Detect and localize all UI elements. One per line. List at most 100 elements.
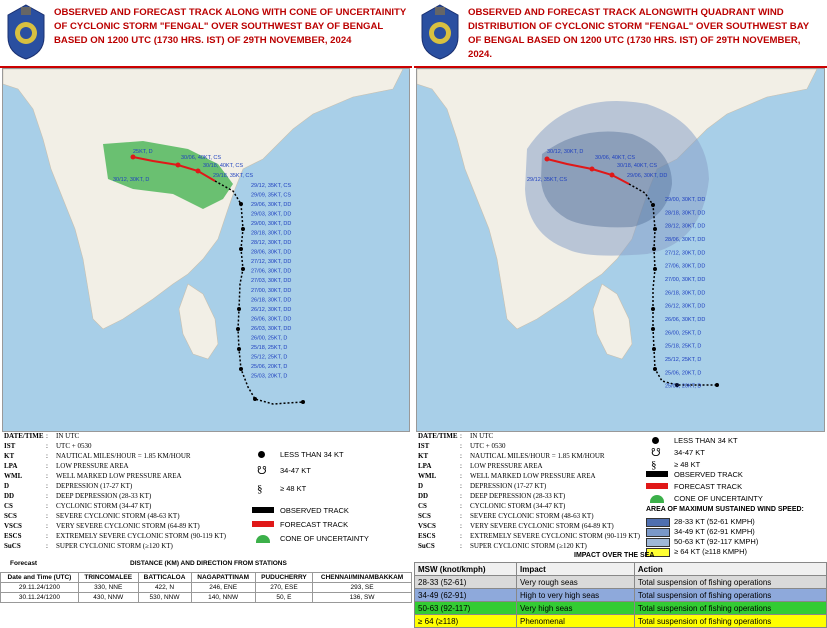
cone-swatch xyxy=(650,495,664,503)
abbr-value: VERY SEVERE CYCLONIC STORM (64-89 KT) xyxy=(470,522,614,530)
track-point-label: 25KT, D xyxy=(133,149,153,155)
impact-row: 50-63 (92-117) Very high seas Total suspen… xyxy=(414,601,827,615)
track-point-label: 25/18, 25KT, D xyxy=(251,345,287,351)
legend-symbol-label: 34-47 KT xyxy=(674,448,705,457)
table-cell: 50, E xyxy=(254,592,314,603)
track-point-label: 30/06, 40KT, CS xyxy=(181,155,221,161)
cyclone-symbol-icon: § xyxy=(257,483,263,495)
track-point-label: 28/06, 30KT, DD xyxy=(251,250,291,256)
impact-table: MSW (knot/kmph) Impact Action 28-33 (52-… xyxy=(414,562,827,628)
abbr-value: CYCLONIC STORM (34-47 KT) xyxy=(470,502,566,510)
abbr-key: LPA xyxy=(4,462,18,470)
track-point-label: 28/18, 30KT, DD xyxy=(665,210,705,216)
cyclone-symbol-icon: ☋ xyxy=(651,447,661,459)
track-point-label: 30/18, 40KT, CS xyxy=(617,163,657,169)
abbr-key: CS xyxy=(4,502,13,510)
track-point-label: 29/06, 30KT, DD xyxy=(251,202,291,208)
wind-area-title: AREA OF MAXIMUM SUSTAINED WIND SPEED: xyxy=(646,506,804,513)
legend-symbol-label: LESS THAN 34 KT xyxy=(280,450,344,459)
dot-icon xyxy=(652,437,659,444)
track-point-label: 25/03, 20KT, D xyxy=(665,384,701,390)
impact-cell: Total suspension of fishing operations xyxy=(633,575,827,589)
impact-row: 28-33 (52-61) Very rough seas Total suspen… xyxy=(414,575,827,589)
abbr-key: SCS xyxy=(4,512,17,520)
right-panel: OBSERVED AND FORECAST TRACK ALONGWITH QU… xyxy=(414,0,827,628)
right-map-canvas: 30/12, 30KT, D 30/06, 40KT, CS 30/18, 40KT… xyxy=(417,69,818,390)
impact-cell: Total suspension of fishing operations xyxy=(633,588,827,602)
table-cell: 293, SE xyxy=(312,582,412,593)
track-point-label: 25/03, 20KT, D xyxy=(251,373,287,379)
forecast-track-swatch xyxy=(252,521,274,527)
abbr-key: KT xyxy=(4,452,15,460)
impact-cell: Total suspension of fishing operations xyxy=(633,601,827,615)
legend-symbol-label: OBSERVED TRACK xyxy=(280,506,349,515)
table-cell: 270, ESE xyxy=(254,582,314,593)
abbr-key: SuCS xyxy=(4,542,21,550)
abbr-key: VSCS xyxy=(418,522,436,530)
abbr-value: LOW PRESSURE AREA xyxy=(56,462,129,470)
table-cell: 422, N xyxy=(137,582,192,593)
abbr-key: SuCS xyxy=(418,542,435,550)
right-title: OBSERVED AND FORECAST TRACK ALONGWITH QU… xyxy=(468,7,809,60)
table-cell: 530, NNW xyxy=(137,592,192,603)
right-legend: DATE/TIME: IN UTC IST: UTC + 0530 KT: NAUTICA… xyxy=(418,432,804,557)
impact-header: Action xyxy=(633,562,827,576)
abbr-value: DEEP DEPRESSION (28-33 KT) xyxy=(470,492,566,500)
table-cell: 29.11.24/1200 xyxy=(0,582,79,593)
left-title: OBSERVED AND FORECAST TRACK ALONG WITH C… xyxy=(54,7,407,46)
track-point-label: 25/12, 25KT, D xyxy=(665,357,701,363)
left-legend: DATE/TIME: IN UTC IST: UTC + 0530 KT: NAUTICA… xyxy=(4,432,369,550)
track-point-label: 26/06, 30KT, DD xyxy=(251,316,291,322)
abbr-key: IST xyxy=(418,442,430,450)
abbr-key: SCS xyxy=(418,512,431,520)
track-point-label: 30/12, 30KT, D xyxy=(113,177,149,183)
track-point-label: 29/00, 30KT, DD xyxy=(665,197,705,203)
track-point-label: 28/12, 30KT, DD xyxy=(251,240,291,246)
wind-area-label: ≥ 64 KT (≥118 KMPH) xyxy=(674,547,747,556)
imd-emblem-icon xyxy=(7,4,45,60)
track-point-label: 26/18, 30KT, DD xyxy=(251,297,291,303)
wind-area-swatch xyxy=(646,528,670,537)
impact-header: MSW (knot/kmph) xyxy=(414,562,517,576)
abbr-value: DEEP DEPRESSION (28-33 KT) xyxy=(56,492,152,500)
dist-header: Date and Time (UTC) xyxy=(0,572,79,583)
abbr-value: NAUTICAL MILES/HOUR = 1.85 KM/HOUR xyxy=(56,452,191,460)
right-wind-map: 30/12, 30KT, D 30/06, 40KT, CS 30/18, 40KT… xyxy=(416,68,825,432)
abbr-key: LPA xyxy=(418,462,432,470)
impact-title: IMPACT OVER THE SEA xyxy=(574,552,655,559)
legend-symbol-label: CONE OF UNCERTAINTY xyxy=(674,494,763,503)
track-point-label: 27/12, 30KT, DD xyxy=(251,259,291,265)
track-point-label: 29/06, 30KT, DD xyxy=(627,173,667,179)
dist-title: DISTANCE (KM) AND DIRECTION FROM STATION… xyxy=(130,560,287,567)
abbr-key: WML xyxy=(4,472,23,480)
wind-area-swatch xyxy=(646,518,670,527)
track-point-label: 30/18, 40KT, CS xyxy=(203,163,243,169)
wind-area-label: 28-33 KT (52-61 KMPH) xyxy=(674,517,755,526)
abbr-value: VERY SEVERE CYCLONIC STORM (64-89 KT) xyxy=(56,522,200,530)
track-point-label: 26/00, 25KT, D xyxy=(251,335,287,341)
legend-symbol-label: ≥ 48 KT xyxy=(280,484,307,493)
cyclone-symbol-icon: ☋ xyxy=(257,465,267,477)
track-point-label: 27/06, 30KT, DD xyxy=(251,269,291,275)
table-cell: 430, NNW xyxy=(77,592,139,603)
impact-cell: Total suspension of fishing operations xyxy=(633,614,827,628)
table-cell: 30.11.24/1200 xyxy=(0,592,79,603)
imd-emblem-icon xyxy=(421,4,459,60)
table-cell: 140, NNW xyxy=(190,592,256,603)
abbr-key: ESCS xyxy=(4,532,22,540)
abbr-key: ESCS xyxy=(418,532,436,540)
legend-symbol-label: OBSERVED TRACK xyxy=(674,470,743,479)
track-point-label: 28/06, 30KT, DD xyxy=(665,237,705,243)
table-row: 29.11.24/1200 330, NNE 422, N 246, ENE 2… xyxy=(0,582,412,593)
legend-symbol-label: FORECAST TRACK xyxy=(674,482,743,491)
impact-row: 34-49 (62-91) High to very high seas Total… xyxy=(414,588,827,602)
track-point-label: 27/12, 30KT, DD xyxy=(665,250,705,256)
impact-row: ≥ 64 (≥118) Phenomenal Total suspension of… xyxy=(414,614,827,628)
abbr-value: WELL MARKED LOW PRESSURE AREA xyxy=(56,472,182,480)
abbr-value: UTC + 0530 xyxy=(470,442,506,450)
distance-table: Date and Time (UTC) TRINCOMALEE BATTICAL… xyxy=(0,572,412,603)
track-point-label: 28/18, 30KT, DD xyxy=(251,231,291,237)
table-cell: 136, SW xyxy=(312,592,412,603)
observed-track-swatch xyxy=(252,507,274,513)
track-point-label: 27/00, 30KT, DD xyxy=(251,288,291,294)
